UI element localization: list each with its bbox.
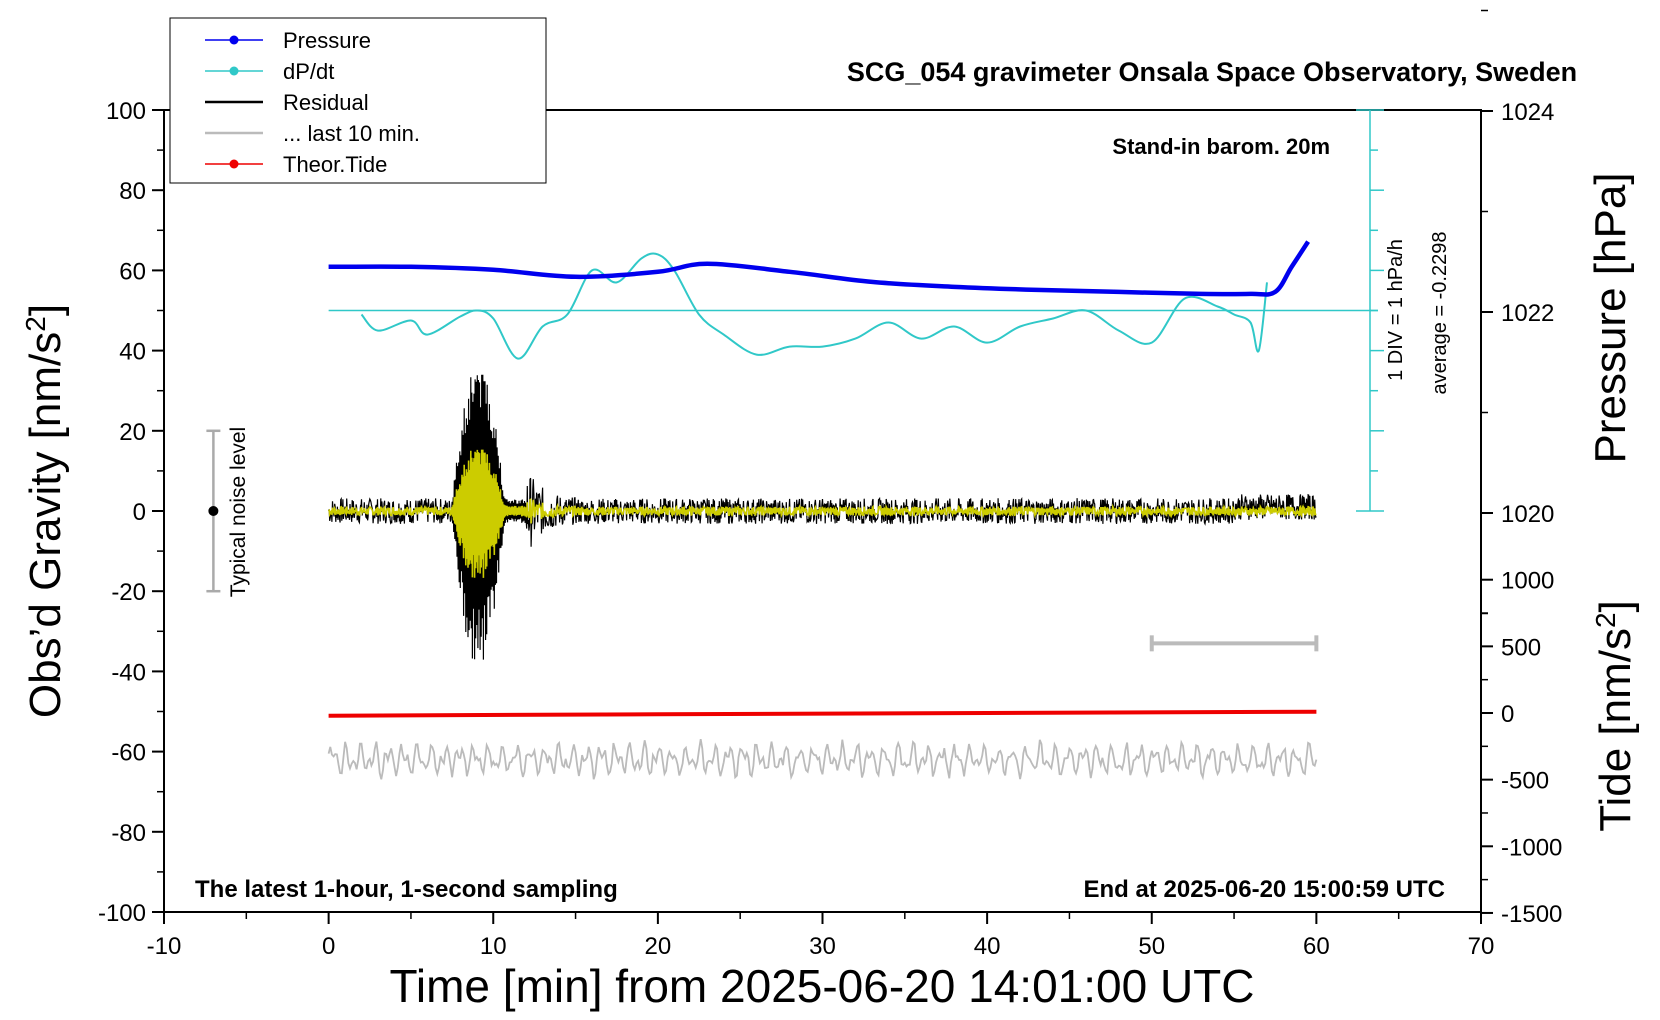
tide-line [328, 709, 1317, 718]
x-tick-label: 50 [1138, 933, 1165, 960]
stand-in-barometer-note: Stand-in barom. 20m [1112, 134, 1330, 159]
legend-marker [229, 66, 239, 76]
residual-smoothed-line [328, 449, 1317, 578]
y-axis-left: -100 -80 -60 -40 -20 0 20 40 60 80 100 [98, 98, 164, 927]
legend-marker [229, 159, 239, 169]
pressure-tick-label: 1024 [1501, 99, 1554, 126]
pressure-axis-label: Pressure [hPa] [1586, 172, 1635, 463]
legend-box [169, 17, 547, 184]
x-tick-label: 30 [809, 933, 836, 960]
x-tick-label: -10 [147, 933, 182, 960]
dpdt-line [360, 252, 1268, 360]
div-scale-label: 1 DIV = 1 hPa/h [1385, 239, 1407, 381]
y-axis-pressure: 1020 1022 1024 [1481, 9, 1554, 615]
series-layer [206, 109, 1384, 781]
average-label: average = -0.2298 [1429, 232, 1451, 395]
pressure-tick-label: 1020 [1501, 501, 1554, 528]
legend-label: Residual [283, 90, 369, 115]
x-tick-label: 70 [1468, 933, 1495, 960]
legend-label: ... last 10 min. [283, 121, 420, 146]
y-tick-label: -80 [111, 820, 146, 847]
noise-level-label: Typical noise level [227, 427, 250, 597]
pressure-line [328, 240, 1310, 297]
noise-level-dot [208, 506, 219, 516]
legend: Pressure dP/dt Residual ... last 10 min. The… [169, 17, 547, 184]
y-tick-label: 0 [133, 499, 146, 526]
x-axis-label: Time [min] from 2025-06-20 14:01:00 UTC [390, 960, 1255, 1012]
tide-tick-label: -1000 [1501, 834, 1562, 861]
last-10-min-line [327, 738, 1318, 781]
x-tick-label: 10 [480, 933, 507, 960]
y-tick-label: 80 [119, 178, 146, 205]
tide-tick-label: -1500 [1501, 901, 1562, 928]
tide-tick-label: 0 [1501, 701, 1514, 728]
x-tick-label: 40 [974, 933, 1001, 960]
tide-axis-label: Tide [nm/s2] [1590, 600, 1641, 832]
y-axis-tide: -1500 -1000 -500 0 500 1000 [1481, 568, 1562, 928]
residual-line [328, 374, 1317, 660]
y-tick-label: -100 [98, 900, 146, 927]
y-tick-label: -20 [111, 579, 146, 606]
y-tick-label: -60 [111, 740, 146, 767]
tide-tick-label: 500 [1501, 634, 1541, 661]
x-tick-label: 20 [645, 933, 672, 960]
latest-hour-note: The latest 1-hour, 1-second sampling [195, 876, 618, 903]
y-tick-label: 60 [119, 258, 146, 285]
x-tick-label: 60 [1303, 933, 1330, 960]
y-axis-left-label: Obs’d Gravity [nm/s2] [20, 304, 71, 718]
legend-label: dP/dt [283, 59, 334, 84]
y-tick-label: -40 [111, 659, 146, 686]
y-tick-label: 100 [106, 98, 146, 125]
y-tick-label: 40 [119, 339, 146, 366]
legend-marker [229, 35, 239, 45]
x-axis: -10 0 10 20 30 40 50 60 70 [147, 912, 1495, 960]
tide-tick-label: 1000 [1501, 568, 1554, 595]
legend-label: Pressure [283, 28, 371, 53]
end-time-note: End at 2025-06-20 15:00:59 UTC [1084, 876, 1446, 903]
chart-title: SCG_054 gravimeter Onsala Space Observat… [847, 57, 1577, 87]
x-tick-label: 0 [322, 933, 335, 960]
legend-label: Theor.Tide [283, 152, 387, 177]
pressure-tick-label: 1022 [1501, 300, 1554, 327]
y-tick-label: 20 [119, 419, 146, 446]
tide-tick-label: -500 [1501, 768, 1549, 795]
